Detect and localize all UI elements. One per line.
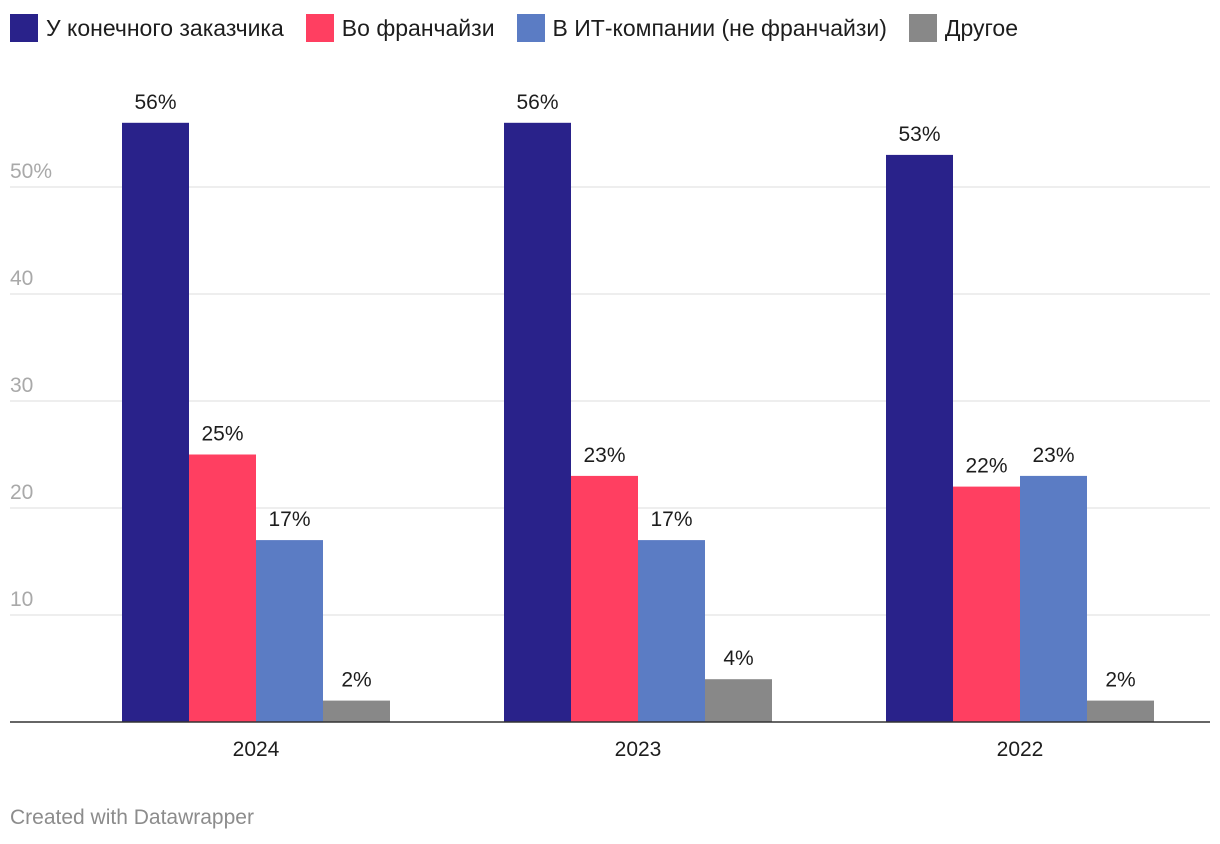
legend-swatch-it-company [516,14,545,42]
y-tick-label-10: 10 [10,588,33,611]
bar-2023-series-2 [638,540,705,722]
y-tick-label-50: 50% [10,160,52,183]
legend-swatch-other [908,14,937,42]
y-tick-label-40: 40 [10,267,33,290]
legend: У конечного заказчика Во франчайзи В ИТ-… [10,12,1040,44]
bar-2023-series-1 [571,475,638,722]
bar-value-label-2022-series-1: 22% [965,455,1007,478]
bar-value-label-2023-series-2: 17% [650,508,692,531]
bar-2022-series-0 [886,154,953,722]
legend-item-franchisee: Во франчайзи [305,14,495,42]
legend-label-end-customer: У конечного заказчика [46,14,284,41]
bar-value-label-2022-series-3: 2% [1105,669,1135,692]
y-tick-label-30: 30 [10,374,33,397]
bar-value-label-2022-series-2: 23% [1032,444,1074,467]
legend-item-end-customer: У конечного заказчика [10,14,284,42]
legend-swatch-end-customer [10,14,38,42]
legend-label-it-company: В ИТ-компании (не франчайзи) [552,14,887,41]
bar-2022-series-3 [1087,700,1154,722]
legend-label-other: Другое [944,14,1018,41]
x-tick-label-2022: 2022 [997,738,1044,761]
bar-value-label-2022-series-0: 53% [898,123,940,146]
bar-2024-series-0 [122,122,189,723]
bar-2022-series-1 [953,486,1020,722]
bar-2024-series-2 [256,540,323,722]
legend-item-it-company: В ИТ-компании (не франчайзи) [516,14,887,42]
y-tick-label-20: 20 [10,481,33,504]
bar-value-label-2024-series-2: 17% [268,508,310,531]
bar-2022-series-2 [1020,475,1087,722]
bar-value-label-2023-series-1: 23% [583,444,625,467]
bar-2023-series-3 [705,679,772,722]
bar-value-label-2023-series-0: 56% [516,91,558,114]
x-tick-label-2024: 2024 [233,738,280,761]
x-tick-label-2023: 2023 [615,738,662,761]
bar-value-label-2024-series-0: 56% [134,91,176,114]
legend-label-franchisee: Во франчайзи [341,14,495,41]
bar-chart: 10 20 30 40 50% 56% 25% 17% 2% 2024 56% 23% 17% 4% 202… [10,91,1210,761]
bar-2024-series-3 [323,700,390,722]
bar-value-label-2023-series-3: 4% [723,647,753,670]
bar-2023-series-0 [504,122,571,723]
footer-credit: Created with Datawrapper [10,806,254,829]
legend-item-other: Другое [908,14,1018,42]
bar-value-label-2024-series-1: 25% [201,423,243,446]
legend-swatch-franchisee [305,14,334,42]
bar-2024-series-1 [189,454,256,722]
bar-value-label-2024-series-3: 2% [341,669,371,692]
